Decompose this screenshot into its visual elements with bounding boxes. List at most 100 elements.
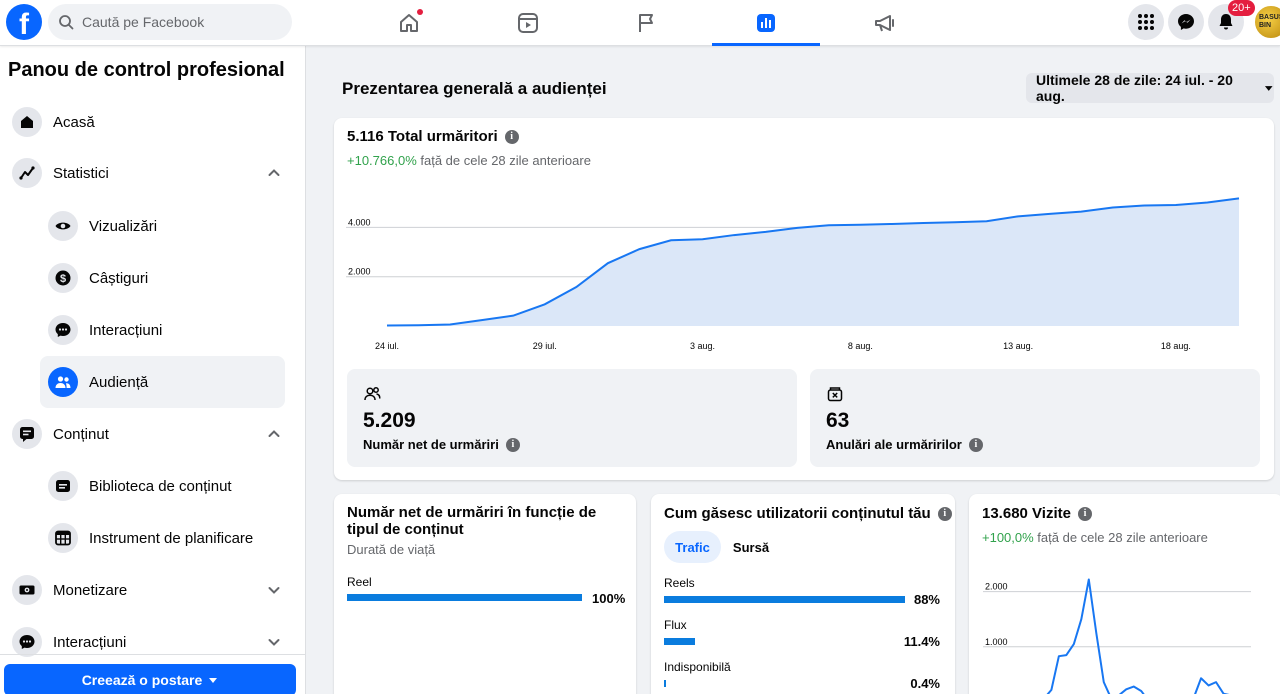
create-post-label: Creează o postare bbox=[81, 672, 203, 688]
tab-home[interactable] bbox=[355, 0, 463, 46]
content-icon bbox=[12, 419, 42, 449]
traffic-bar-feed bbox=[664, 638, 696, 645]
caret-down-icon bbox=[1265, 86, 1274, 91]
unfollows-label: Anulări ale urmăririlor bbox=[826, 437, 962, 452]
sidebar-item-views[interactable]: Vizualizări bbox=[40, 200, 285, 252]
tab-pages[interactable] bbox=[593, 0, 701, 46]
trend-icon bbox=[12, 158, 42, 188]
tab-traffic[interactable]: Trafic bbox=[664, 531, 721, 563]
new-activity-dot bbox=[417, 9, 423, 15]
calendar-icon bbox=[48, 523, 78, 553]
info-icon[interactable]: i bbox=[504, 129, 519, 144]
unfollows-stat: 63 Anulări ale urmăririlor i bbox=[810, 369, 1260, 467]
y-tick-label: 4.000 bbox=[348, 217, 371, 227]
chevron-down-icon[interactable] bbox=[266, 634, 282, 650]
net-follows-subtitle: Durată de viață bbox=[347, 542, 436, 557]
sidebar-item-audience[interactable]: Audiență bbox=[40, 356, 285, 408]
sidebar-item-content-library[interactable]: Biblioteca de conținut bbox=[40, 460, 285, 512]
info-icon[interactable]: i bbox=[968, 437, 983, 452]
tab-source[interactable]: Sursă bbox=[732, 539, 770, 555]
sidebar-item-label: Statistici bbox=[53, 164, 109, 182]
messenger-button[interactable] bbox=[1168, 4, 1204, 40]
sidebar-item-planner[interactable]: Instrument de planificare bbox=[40, 512, 285, 564]
x-tick-label: 3 aug. bbox=[690, 341, 715, 351]
sidebar-item-engagement[interactable]: Interacțiuni bbox=[4, 616, 298, 668]
followers-delta-value: +10.766,0% bbox=[347, 153, 417, 168]
sidebar-item-monetization[interactable]: Monetizare bbox=[4, 564, 298, 616]
svg-text:$: $ bbox=[60, 273, 66, 285]
date-range-selector[interactable]: Ultimele 28 de zile: 24 iul. - 20 aug. bbox=[1026, 72, 1274, 104]
info-icon[interactable]: i bbox=[505, 437, 520, 452]
visits-card-header: 13.680 Vizite i bbox=[982, 505, 1092, 522]
chevron-down-icon[interactable] bbox=[266, 582, 282, 598]
x-tick-label: 24 iul. bbox=[375, 341, 399, 351]
library-icon bbox=[48, 471, 78, 501]
net-follows-label: Număr net de urmăriri bbox=[363, 437, 499, 452]
search-input[interactable] bbox=[82, 14, 282, 30]
y-tick-label: 2.000 bbox=[348, 267, 371, 277]
traffic-label-reels: Reels bbox=[664, 576, 695, 590]
content-discovery-card: Cum găsesc utilizatorii conținutul tău i… bbox=[651, 494, 955, 694]
notifications-button[interactable]: 20+ bbox=[1208, 0, 1255, 40]
sidebar-item-label: Biblioteca de conținut bbox=[89, 477, 232, 495]
traffic-bar-reels bbox=[664, 596, 906, 603]
net-follows-label-row: Număr net de urmăriri i bbox=[363, 437, 520, 452]
home-icon bbox=[12, 107, 42, 137]
content-type-percent: 100% bbox=[592, 591, 626, 606]
x-tick-label: 29 iul. bbox=[533, 341, 557, 351]
sidebar-item-label: Interacțiuni bbox=[89, 321, 163, 339]
sidebar-item-home[interactable]: Acasă bbox=[4, 96, 298, 148]
create-post-button[interactable]: Creează o postare bbox=[4, 664, 296, 694]
visits-card: 13.680 Vizite i +100,0% față de cele 28 … bbox=[969, 494, 1280, 694]
caret-down-icon bbox=[209, 678, 218, 683]
menu-grid-icon bbox=[1138, 14, 1154, 30]
chevron-up-icon[interactable] bbox=[266, 165, 282, 181]
info-icon[interactable]: i bbox=[1077, 506, 1092, 521]
sidebar-item-label: Interacțiuni bbox=[53, 633, 127, 651]
content-type-bar bbox=[347, 594, 582, 601]
messenger-icon bbox=[1178, 14, 1194, 30]
visits-line-chart: 1.000 2.000 bbox=[983, 578, 1251, 694]
sidebar-item-label: Acasă bbox=[53, 113, 95, 131]
net-follows-value: 5.209 bbox=[363, 409, 416, 432]
money-icon bbox=[12, 575, 42, 605]
profile-avatar[interactable]: BASUS BIN bbox=[1253, 4, 1280, 40]
content-type-label: Reel bbox=[347, 575, 372, 589]
sidebar-item-earnings[interactable]: $ Câștiguri bbox=[40, 252, 285, 304]
visits-delta-text: față de cele 28 zile anterioare bbox=[1033, 530, 1208, 545]
info-icon[interactable]: i bbox=[937, 506, 952, 521]
total-followers-card: 5.116 Total urmăritori i +10.766,0% față… bbox=[334, 118, 1274, 480]
sidebar-item-label: Audiență bbox=[89, 373, 149, 391]
sidebar-item-label: Conținut bbox=[53, 425, 109, 443]
sidebar-item-insights[interactable]: Statistici bbox=[4, 147, 298, 199]
unfollow-icon bbox=[827, 387, 843, 402]
facebook-logo[interactable]: f bbox=[6, 4, 42, 40]
unfollows-label-row: Anulări ale urmăririlor i bbox=[826, 437, 983, 452]
x-tick-label: 18 aug. bbox=[1161, 341, 1191, 351]
tab-video[interactable] bbox=[474, 0, 582, 46]
discovery-card-header: Cum găsesc utilizatorii conținutul tău i bbox=[664, 505, 952, 522]
traffic-label-unavailable: Indisponibilă bbox=[664, 660, 731, 674]
y-tick-label: 1.000 bbox=[985, 637, 1008, 647]
chat-icon bbox=[48, 315, 78, 345]
sidebar-item-content[interactable]: Conținut bbox=[4, 408, 298, 460]
search-box[interactable] bbox=[48, 4, 292, 40]
chevron-up-icon[interactable] bbox=[266, 426, 282, 442]
followers-card-header: 5.116 Total urmăritori i bbox=[347, 128, 519, 145]
people-icon bbox=[48, 367, 78, 397]
top-navigation-bar: f 20+ BASUS BIN bbox=[0, 0, 1280, 46]
sidebar-item-label: Vizualizări bbox=[89, 217, 158, 235]
sidebar-item-interactions[interactable]: Interacțiuni bbox=[40, 304, 285, 356]
sidebar-item-label: Monetizare bbox=[53, 581, 128, 599]
chat-icon bbox=[12, 627, 42, 657]
area-fill bbox=[387, 198, 1239, 326]
search-icon bbox=[59, 15, 74, 30]
tab-professional-dashboard[interactable] bbox=[712, 0, 820, 46]
menu-button[interactable] bbox=[1128, 4, 1164, 40]
net-follows-stat: 5.209 Număr net de urmăriri i bbox=[347, 369, 797, 467]
tab-ads[interactable] bbox=[831, 0, 939, 46]
avatar-text: BASUS BIN bbox=[1259, 14, 1280, 29]
net-follows-by-content-title: Număr net de urmăriri în funcție de tipu… bbox=[347, 504, 597, 538]
y-tick-label: 2.000 bbox=[985, 582, 1008, 592]
followers-delta-text: față de cele 28 zile anterioare bbox=[416, 153, 591, 168]
